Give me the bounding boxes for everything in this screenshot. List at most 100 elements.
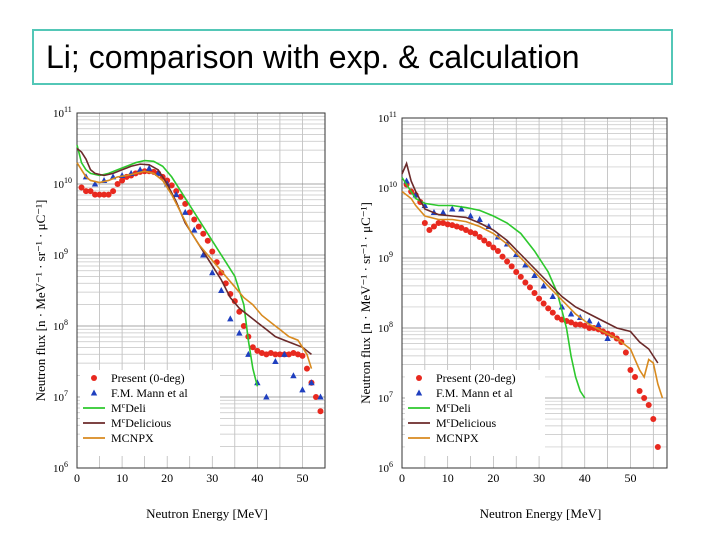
x-axis-label: Neutron Energy [MeV]: [480, 506, 602, 521]
legend-label: F.M. Mann et al: [436, 386, 513, 400]
data-point: [173, 191, 180, 198]
y-tick-label: 106: [53, 460, 68, 475]
x-tick-label: 10: [116, 471, 128, 485]
series-line: [401, 161, 659, 364]
data-point: [191, 226, 198, 233]
data-point: [105, 191, 112, 198]
data-point: [476, 234, 483, 240]
data-point: [290, 349, 297, 356]
plot-frame: [76, 112, 326, 469]
data-point: [567, 310, 575, 317]
data-point: [92, 191, 99, 198]
data-point: [449, 205, 456, 212]
x-tick-label: 40: [251, 471, 263, 485]
data-point: [540, 300, 547, 307]
data-point: [435, 220, 442, 226]
legend-box: [80, 370, 220, 456]
x-tick-label: 0: [399, 471, 405, 485]
legend-box: [405, 370, 545, 456]
y-axis-label: Neutron flux [n · MeV⁻¹ · sr⁻¹ · μC⁻¹]: [358, 202, 373, 404]
data-point: [91, 180, 99, 187]
data-point: [200, 251, 207, 258]
data-point: [421, 220, 428, 226]
data-point: [513, 269, 520, 275]
x-tick-label: 10: [442, 471, 454, 485]
data-point: [317, 408, 324, 415]
y-tick-label: 108: [53, 318, 68, 333]
data-point: [458, 224, 465, 231]
data-point: [231, 298, 238, 305]
data-point: [204, 237, 211, 244]
x-tick-label: 20: [161, 471, 173, 485]
chart-2: 0 10 20 30 40 50 106 107 108 109 1010 1011 Neutron E…: [358, 110, 668, 521]
data-point: [430, 223, 437, 230]
series-4: [401, 161, 659, 364]
data-point: [526, 284, 533, 291]
x-tick-label: 50: [296, 471, 308, 485]
data-point: [308, 379, 315, 386]
data-point: [258, 349, 265, 356]
data-point: [168, 182, 175, 189]
data-point: [182, 200, 189, 207]
data-point: [227, 315, 234, 322]
x-tick-label: 30: [206, 471, 218, 485]
data-point: [458, 205, 465, 212]
data-point: [145, 164, 153, 171]
data-point: [453, 223, 460, 230]
data-point: [83, 188, 90, 195]
x-tick-label: 40: [579, 471, 591, 485]
series-3: [76, 144, 259, 387]
data-point: [462, 227, 469, 233]
series-3: [401, 177, 586, 399]
data-point: [101, 191, 108, 198]
data-point: [476, 216, 483, 222]
y-tick-label: 107: [378, 390, 393, 405]
series-line: [401, 190, 664, 399]
legend-label: McDelicious: [111, 416, 172, 430]
data-point: [494, 248, 501, 254]
y-tick-label: 1010: [378, 180, 397, 195]
data-point: [136, 166, 144, 173]
data-point: [299, 352, 306, 359]
data-point: [177, 193, 184, 200]
x-axis-label: Neutron Energy [MeV]: [146, 506, 268, 521]
data-point: [549, 293, 556, 299]
data-point: [531, 272, 538, 278]
data-point: [490, 244, 497, 251]
legend-marker: [416, 375, 422, 381]
y-tick-label: 109: [53, 247, 68, 262]
data-point: [96, 191, 103, 198]
data-point: [586, 317, 593, 324]
data-point: [245, 350, 252, 357]
plot-frame: [401, 117, 668, 469]
data-point: [586, 325, 593, 331]
data-point: [581, 322, 588, 329]
data-point: [641, 395, 648, 401]
x-tick-label: 20: [487, 471, 499, 485]
data-point: [218, 287, 225, 293]
data-point: [481, 237, 488, 244]
chart-1: 0 10 20 30 40 50 106 107 108 109 1010 1011 Neutron E…: [33, 105, 326, 521]
data-point: [508, 263, 515, 270]
legend-label: McDelicious: [436, 416, 497, 430]
data-point: [568, 319, 575, 326]
legend-label: McDeli: [436, 401, 472, 415]
data-point: [263, 393, 270, 400]
series-2: [82, 164, 324, 400]
data-point: [426, 227, 433, 233]
legend-marker: [90, 389, 98, 396]
data-point: [154, 169, 162, 176]
series-line: [76, 147, 312, 356]
data-point: [186, 209, 193, 216]
legend-label: Present (20-deg): [436, 371, 516, 385]
data-point: [191, 216, 198, 223]
data-point: [254, 347, 261, 354]
legend-label: MCNPX: [436, 431, 479, 445]
data-point: [312, 394, 319, 400]
y-tick-label: 107: [53, 389, 68, 404]
data-point: [294, 351, 301, 358]
legend-label: Present (0-deg): [111, 371, 185, 385]
data-point: [276, 351, 283, 358]
data-point: [472, 230, 479, 237]
